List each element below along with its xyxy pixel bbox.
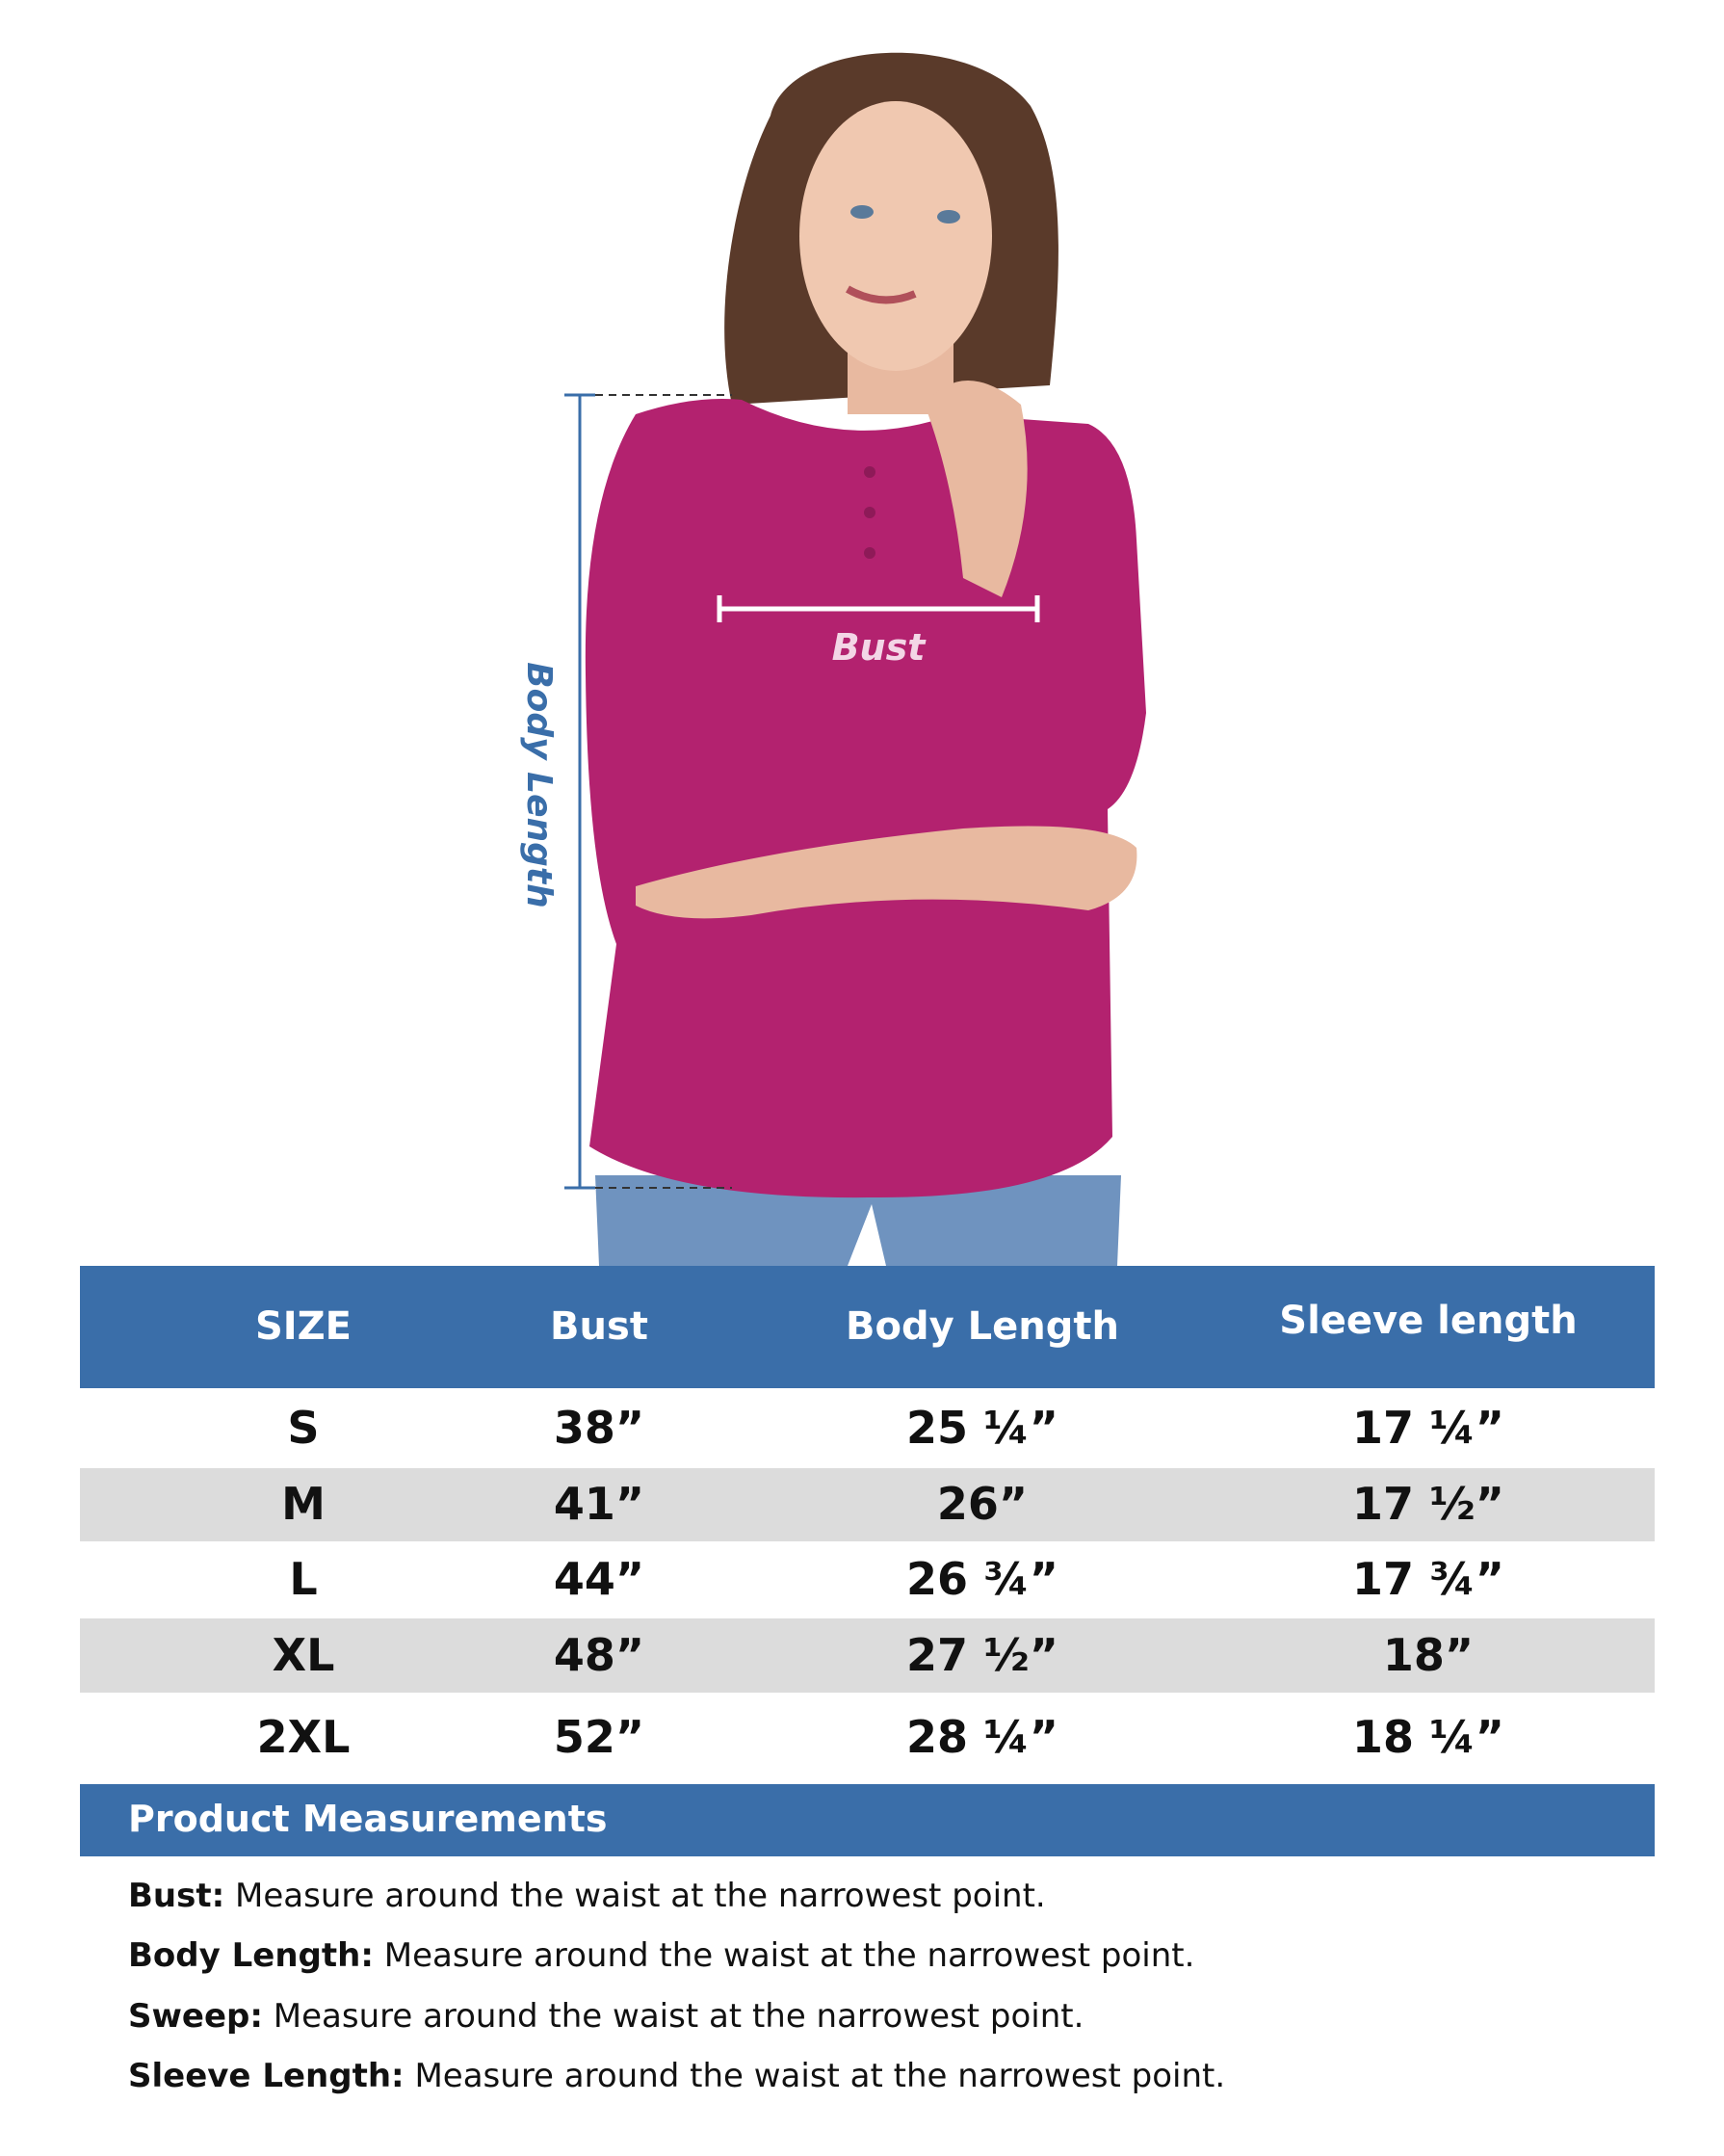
table-cell: 27 ½” [906,1628,1058,1681]
model-illustration [585,52,1146,1266]
product-measurements-header: Product Measurements [80,1784,1655,1856]
bust-label: Bust [832,626,927,669]
measurement-term: Sweep: [128,1997,263,2036]
measurement-description: Bust: Measure around the waist at the na… [128,1877,1046,1915]
measurement-text: Measure around the waist at the narrowes… [224,1877,1046,1915]
table-cell: 18” [1382,1628,1475,1681]
bust-measure: Bust [717,595,1040,669]
table-row: L 44” 26 ¾” 17 ¾” [80,1541,1655,1618]
table-row: S 38” 25 ¼” 17 ¼” [80,1388,1655,1468]
body-length-label: Body Length [519,662,559,908]
measurement-term: Sleeve Length: [128,2057,405,2095]
table-cell: 26” [936,1478,1029,1530]
table-cell: S [287,1401,320,1454]
table-cell: 25 ¼” [906,1401,1058,1454]
table-cell: 41” [553,1478,645,1530]
table-cell: M [281,1478,326,1530]
measurement-term: Body Length: [128,1936,374,1975]
measurement-text: Measure around the waist at the narrowes… [373,1936,1195,1975]
size-table-header: SIZE Bust Body Length Sleeve length [80,1266,1655,1388]
shirt [585,399,1146,1198]
measurement-description: Sweep: Measure around the waist at the n… [128,1997,1084,2036]
model-photo: Body Length Bust [519,52,1146,1266]
body-length-measure: Body Length [519,393,732,1190]
table-cell: 2XL [256,1711,351,1763]
measurement-description: Sleeve Length: Measure around the waist … [128,2057,1225,2095]
table-cell: 28 ¼” [906,1711,1058,1763]
measurement-text: Measure around the waist at the narrowes… [404,2057,1226,2095]
table-cell: 26 ¾” [906,1553,1058,1605]
table-cell: XL [272,1628,335,1681]
table-row: 2XL 52” 28 ¼” 18 ¼” [80,1693,1655,1783]
product-measurements-title: Product Measurements [128,1798,608,1840]
table-cell: 17 ¼” [1352,1401,1504,1454]
table-cell: 38” [553,1401,645,1454]
measurement-term: Bust: [128,1877,225,1915]
table-cell: L [289,1553,318,1605]
column-header-size: SIZE [254,1304,353,1349]
table-cell: 52” [553,1711,645,1763]
measurement-text: Measure around the waist at the narrowes… [262,1997,1084,2036]
table-row: XL 48” 27 ½” 18” [80,1618,1655,1693]
table-row: M 41” 26” 17 ½” [80,1468,1655,1541]
table-cell: 18 ¼” [1352,1711,1504,1763]
table-cell: 17 ½” [1352,1478,1504,1530]
measurement-description: Body Length: Measure around the waist at… [128,1936,1194,1975]
column-header-body-length: Body Length [846,1304,1119,1349]
table-cell: 48” [553,1628,645,1681]
table-cell: 17 ¾” [1352,1553,1504,1605]
column-header-bust: Bust [550,1304,648,1349]
column-header-sleeve-length: Sleeve length [1279,1299,1578,1343]
table-cell: 44” [553,1553,645,1605]
